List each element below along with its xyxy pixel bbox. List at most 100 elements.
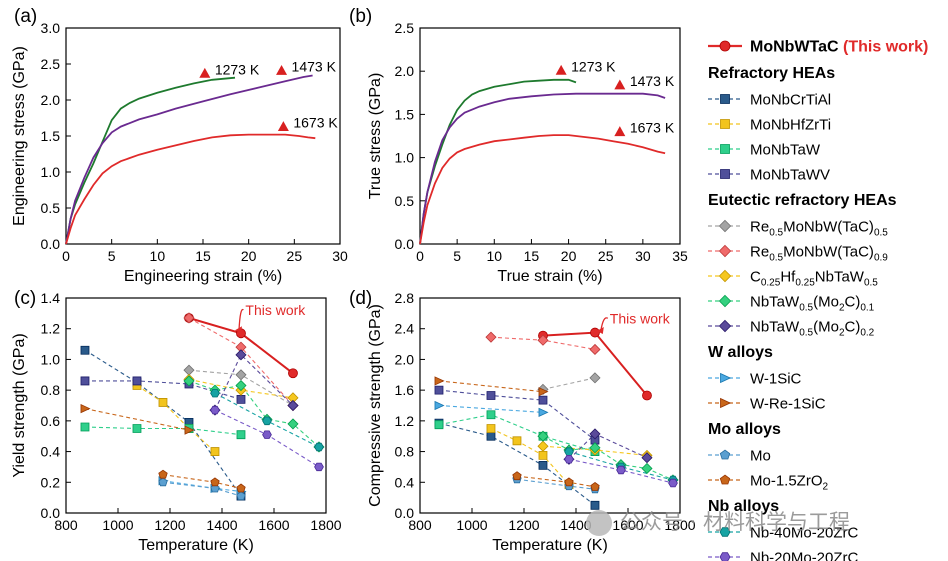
legend-marker — [720, 144, 730, 154]
this-work-label: This work — [610, 310, 671, 326]
series-line-1473-K — [65, 74, 313, 245]
y-tick-label: 0.0 — [41, 236, 61, 252]
x-tick-label: 25 — [598, 248, 614, 264]
y-tick-label: 0.4 — [395, 474, 415, 490]
data-point-Mo15ZrO2 — [158, 469, 168, 479]
data-point-NbTaW05Mo2C01 — [641, 462, 653, 475]
annotation-triangle — [555, 64, 567, 75]
legend-item-Re05MoNbWTaC05: Re0.5​MoNbW(TaC)0.5​ — [708, 219, 888, 239]
data-point-WRe1SiC — [184, 425, 195, 435]
legend: MoNbWTaC (This work)Refractory HEAsMoNbC… — [708, 39, 928, 561]
y-tick-label: 0.0 — [395, 236, 415, 252]
data-point-MoNbWTaC — [642, 390, 652, 401]
series-line-MoNbTaWV — [438, 389, 596, 441]
legend-label: W-Re-1SiC — [750, 396, 826, 413]
x-tick-label: 10 — [486, 248, 502, 264]
series-line-1673-K — [65, 133, 316, 245]
x-tick-label: 1400 — [560, 517, 591, 533]
y-tick-label: 1.5 — [41, 128, 61, 144]
y-tick-label: 1.6 — [395, 382, 415, 398]
y-tick-label: 2.8 — [395, 290, 415, 306]
x-tick-label: 20 — [561, 248, 577, 264]
x-tick-label: 1000 — [102, 517, 133, 533]
x-axis-label: True strain (%) — [497, 268, 602, 285]
data-point-MoNbTaW — [236, 430, 246, 440]
data-point-Mo — [158, 477, 168, 487]
x-axis-label: Engineering strain (%) — [124, 268, 282, 285]
series-line-1473-K — [419, 92, 666, 245]
legend-label-part: Re — [750, 219, 769, 236]
y-tick-label: 0.8 — [41, 382, 61, 398]
x-tick-label: 1600 — [612, 517, 643, 533]
data-point-MoNbCrTiAl — [590, 500, 600, 510]
legend-label-part: C) — [845, 294, 861, 311]
data-point-Nb40Mo20ZrC — [314, 442, 324, 452]
series-line-NbTaW05Mo2C02 — [568, 433, 648, 460]
data-point-MoNbCrTiAl — [486, 431, 496, 441]
legend-label: W-1SiC — [750, 371, 802, 388]
legend-marker — [719, 40, 731, 52]
legend-label-part: Mo-1.5ZrO — [750, 473, 823, 490]
data-point-MoNbTaWV — [80, 376, 90, 386]
series-line-1673-K — [419, 134, 666, 245]
legend-item-MoNbTaWV: MoNbTaWV — [708, 167, 830, 184]
legend-item-C025Hf025NbTaW05: C0.25​Hf0.25​NbTaW0.5​ — [708, 269, 878, 289]
data-point-NbTaW05Mo2C01 — [287, 418, 299, 430]
data-point-Mo15ZrO2 — [590, 482, 600, 491]
data-point-Nb40Mo20ZrC — [564, 447, 574, 456]
data-point-Re05MoNbWTaC05 — [589, 372, 601, 384]
data-point-Re05MoNbWTaC05 — [183, 364, 195, 376]
series-line-1273-K — [419, 78, 577, 245]
legend-marker — [718, 269, 732, 283]
legend-label-part: W-Re-1SiC — [750, 396, 826, 413]
data-point-MoNbTaWV — [236, 394, 246, 404]
legend-label: C0.25​Hf0.25​NbTaW0.5​ — [750, 269, 878, 289]
data-point-MoNbHfZrTi — [158, 398, 168, 407]
legend-label-part: 0.5 — [769, 253, 783, 264]
this-work-arrowhead — [596, 327, 604, 335]
data-point-Mo15ZrO2 — [210, 477, 220, 487]
legend-label: Re0.5​MoNbW(TaC)0.5​ — [750, 219, 888, 239]
legend-header: W alloys — [708, 344, 773, 361]
data-point-Nb20Mo20ZrC — [262, 430, 272, 439]
data-point-MoNbHfZrTi — [538, 451, 548, 460]
legend-label-part: NbTaW — [750, 294, 800, 311]
series-line-Nb20Mo20ZrC — [568, 458, 674, 484]
legend-label-part: MoNbTaW — [750, 142, 821, 159]
legend-label-part: Nb-20Mo-20ZrC — [750, 550, 859, 561]
x-tick-label: 1400 — [206, 517, 237, 533]
legend-label-part: 0.5 — [769, 228, 783, 239]
data-point-NbTaW05Mo2C01 — [589, 442, 601, 454]
legend-marker — [719, 552, 731, 561]
legend-label-main: MoNbWTaC — [750, 39, 839, 56]
annotation-triangle — [614, 126, 626, 137]
data-point-Nb40Mo20ZrC — [210, 389, 220, 398]
series-line-1273-K — [65, 76, 236, 245]
x-tick-label: 0 — [62, 248, 70, 264]
legend-item-MoNbTaW: MoNbTaW — [708, 142, 821, 159]
legend-item-Nb20Mo20ZrC: Nb-20Mo-20ZrC — [708, 550, 859, 561]
data-point-MoNbHfZrTi — [210, 447, 220, 456]
chart-panel-d: (d) 800 1000 1200 1400 1600 1800 0.0 0.4 0.8 1.2 1.… — [349, 288, 696, 554]
legend-label-part: C) — [845, 319, 861, 336]
annotation-triangle — [277, 121, 289, 132]
legend-item-WRe1SiC: W-Re-1SiC — [708, 396, 826, 413]
legend-label-part: 2 — [823, 482, 829, 493]
legend-label: NbTaW0.5​(Mo2​C)0.2​ — [750, 319, 875, 339]
legend-label-part: MoNbCrTiAl — [750, 92, 831, 109]
data-point-MoNbWTaC — [288, 368, 298, 379]
y-tick-label: 0.6 — [41, 413, 61, 429]
data-point-MoNbTaWV — [538, 395, 548, 405]
x-tick-label: 10 — [150, 248, 166, 264]
series-line-Re05MoNbWTaC05 — [542, 377, 596, 390]
panel-label: (a) — [14, 6, 37, 27]
data-point-C025Hf025NbTaW05 — [537, 440, 549, 452]
annotation-triangle — [199, 67, 211, 78]
legend-label-part: Hf — [780, 269, 796, 286]
x-tick-label: 5 — [453, 248, 461, 264]
x-tick-label: 1200 — [154, 517, 185, 533]
plot-frame — [419, 297, 681, 514]
watermark: 公众号 · 材料科学与工程 — [586, 506, 926, 540]
series-line-MoNbCrTiAl — [438, 422, 596, 506]
annotation-label: 1273 K — [215, 61, 260, 77]
